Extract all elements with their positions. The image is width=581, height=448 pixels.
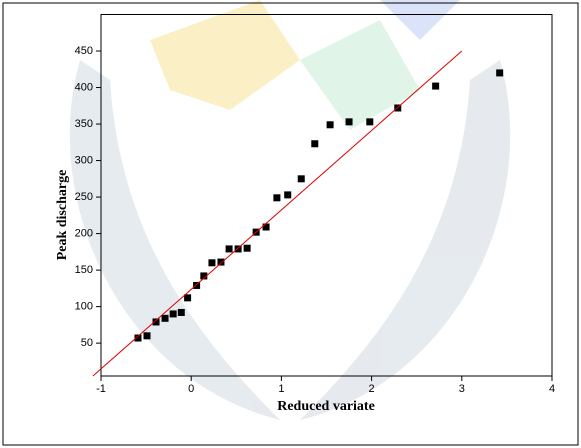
data-point — [432, 82, 440, 90]
data-point — [169, 310, 177, 318]
data-point — [200, 272, 208, 280]
x-tick-label: 4 — [549, 383, 555, 395]
watermark — [69, 0, 511, 420]
data-point — [134, 334, 142, 342]
y-tick-label: 250 — [75, 191, 93, 203]
y-axis-title: Peak discharge — [55, 170, 70, 261]
data-point — [297, 175, 305, 183]
data-point — [208, 259, 216, 267]
y-tick-label: 200 — [75, 227, 93, 239]
y-tick-label: 300 — [75, 154, 93, 166]
data-point — [152, 318, 160, 326]
y-tick-label: 150 — [75, 264, 93, 276]
x-tick-label: -1 — [96, 383, 106, 395]
data-point — [177, 308, 185, 316]
y-tick-label: 350 — [75, 118, 93, 130]
data-point — [161, 314, 169, 322]
y-tick-label: 50 — [81, 337, 93, 349]
data-point — [366, 118, 374, 126]
x-tick-label: 2 — [369, 383, 375, 395]
x-tick-label: 3 — [459, 383, 465, 395]
data-point — [311, 140, 319, 148]
data-point — [262, 223, 270, 231]
data-point — [326, 121, 334, 129]
x-tick-label: 0 — [188, 383, 194, 395]
data-point — [217, 258, 225, 266]
plot-frame — [100, 14, 553, 377]
data-point — [496, 69, 504, 77]
x-axis-title: Reduced variate — [277, 399, 375, 414]
data-point — [243, 244, 251, 252]
data-point — [345, 118, 353, 126]
y-tick-label: 100 — [75, 301, 93, 313]
data-point — [193, 281, 201, 289]
data-point — [143, 332, 151, 340]
y-tick-label: 450 — [75, 45, 93, 57]
y-tick-label: 400 — [75, 81, 93, 93]
data-point — [234, 245, 242, 253]
data-point — [284, 191, 292, 199]
data-point — [273, 194, 281, 202]
data-point — [225, 245, 233, 253]
fit-line — [92, 50, 463, 377]
data-point — [184, 294, 192, 302]
x-tick-label: 1 — [278, 383, 284, 395]
